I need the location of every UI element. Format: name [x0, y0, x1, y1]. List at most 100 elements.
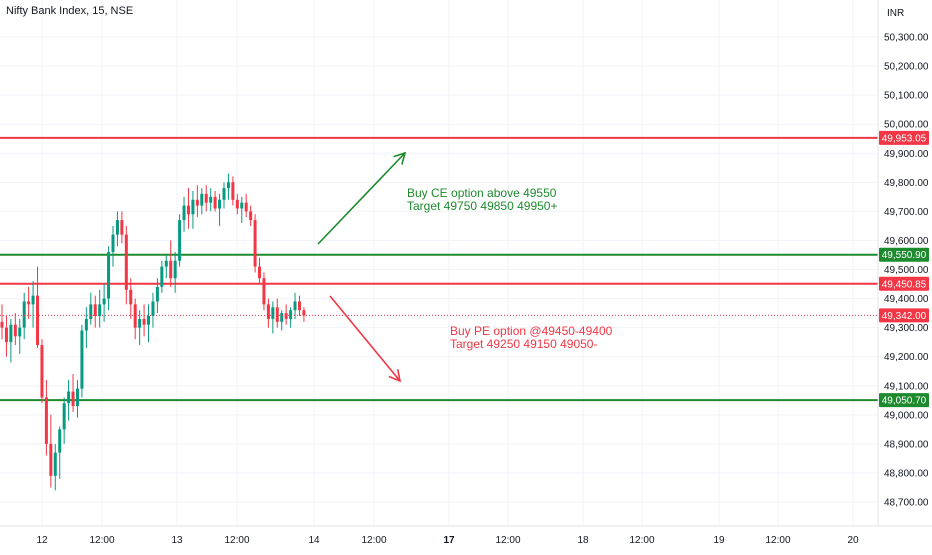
candle[interactable]: [18, 318, 22, 354]
candle[interactable]: [240, 196, 244, 223]
candle[interactable]: [231, 176, 235, 206]
candle[interactable]: [58, 426, 62, 479]
candle[interactable]: [182, 196, 186, 232]
candle[interactable]: [89, 292, 93, 325]
candle[interactable]: [235, 193, 239, 215]
candle[interactable]: [0, 304, 4, 340]
candle[interactable]: [36, 266, 40, 348]
candle-body: [280, 313, 284, 322]
price-tick-label: 49,600.00: [884, 236, 929, 247]
candle[interactable]: [213, 191, 217, 212]
candle[interactable]: [191, 191, 195, 229]
candle[interactable]: [9, 318, 13, 363]
candle[interactable]: [302, 307, 306, 322]
candle[interactable]: [160, 260, 164, 293]
trend-arrow-up-shaft: [317, 152, 406, 245]
time-tick-label: 17: [443, 535, 455, 546]
candle[interactable]: [4, 316, 8, 357]
trend-arrow-down-shaft: [329, 295, 401, 382]
candle-body: [44, 397, 48, 444]
candle-body: [31, 295, 35, 305]
time-tick-label: 20: [847, 535, 859, 546]
candle-body: [244, 202, 248, 212]
candle[interactable]: [226, 173, 230, 200]
candle[interactable]: [280, 310, 284, 331]
candle[interactable]: [75, 379, 79, 418]
candle[interactable]: [244, 193, 248, 218]
candle[interactable]: [147, 304, 151, 343]
candle[interactable]: [271, 301, 275, 334]
trend-arrow-up[interactable]: [317, 151, 407, 245]
candle-body: [124, 234, 128, 290]
candle[interactable]: [275, 298, 279, 328]
candle-body: [262, 278, 266, 305]
candle[interactable]: [13, 313, 17, 346]
candle[interactable]: [262, 272, 266, 311]
candle[interactable]: [173, 252, 177, 293]
candle-body: [9, 324, 13, 343]
candle[interactable]: [155, 278, 159, 314]
candle[interactable]: [297, 295, 301, 316]
candle[interactable]: [22, 292, 26, 340]
candle[interactable]: [284, 304, 288, 325]
candle-body: [142, 318, 146, 325]
candle[interactable]: [107, 246, 111, 311]
candle[interactable]: [102, 284, 106, 322]
time-tick-label: 19: [713, 535, 725, 546]
candle[interactable]: [142, 304, 146, 337]
candle[interactable]: [67, 379, 71, 421]
candle[interactable]: [80, 324, 84, 398]
candle[interactable]: [204, 185, 208, 212]
candle[interactable]: [124, 225, 128, 305]
candle-body: [209, 196, 213, 203]
candle[interactable]: [151, 292, 155, 328]
currency-label[interactable]: INR: [887, 8, 905, 19]
candle[interactable]: [84, 307, 88, 348]
candle[interactable]: [133, 298, 137, 340]
candle-body: [40, 345, 44, 398]
candle[interactable]: [31, 281, 35, 328]
candle-body: [289, 310, 293, 319]
candle-body: [98, 304, 102, 316]
candle[interactable]: [258, 257, 262, 285]
trend-arrow-down[interactable]: [329, 295, 402, 383]
candle[interactable]: [266, 298, 270, 328]
candle[interactable]: [62, 397, 66, 444]
candle[interactable]: [218, 193, 222, 226]
candle[interactable]: [71, 374, 75, 412]
candle[interactable]: [186, 188, 190, 229]
chart-title: Nifty Bank Index, 15, NSE: [6, 5, 134, 17]
candle[interactable]: [138, 310, 142, 346]
candle[interactable]: [44, 379, 48, 456]
candle-body: [297, 301, 301, 311]
price-tick-label: 49,400.00: [884, 294, 929, 305]
annotation-resistance[interactable]: Buy PE option @49450-49400 Target 49250 4…: [450, 324, 613, 351]
candle[interactable]: [289, 307, 293, 328]
candle[interactable]: [164, 254, 168, 279]
candle[interactable]: [293, 292, 297, 319]
candle[interactable]: [200, 188, 204, 215]
candle[interactable]: [178, 214, 182, 267]
candle[interactable]: [49, 414, 53, 488]
candle[interactable]: [120, 211, 124, 244]
candle[interactable]: [40, 339, 44, 404]
annotation-support[interactable]: Buy CE option above 49550 Target 49750 49…: [407, 186, 557, 213]
candle[interactable]: [253, 214, 257, 273]
candle[interactable]: [98, 289, 102, 328]
level-price-tag: [879, 393, 929, 408]
candle[interactable]: [53, 443, 57, 491]
candle-body: [160, 266, 164, 287]
candle[interactable]: [129, 278, 133, 319]
candle[interactable]: [27, 286, 31, 319]
candle[interactable]: [115, 211, 119, 247]
candle[interactable]: [169, 240, 173, 287]
candle[interactable]: [93, 295, 97, 328]
candle[interactable]: [249, 205, 253, 226]
candle-body: [151, 301, 155, 316]
candle[interactable]: [209, 188, 213, 212]
candle[interactable]: [111, 225, 115, 267]
candle[interactable]: [195, 185, 199, 218]
candle[interactable]: [222, 182, 226, 209]
